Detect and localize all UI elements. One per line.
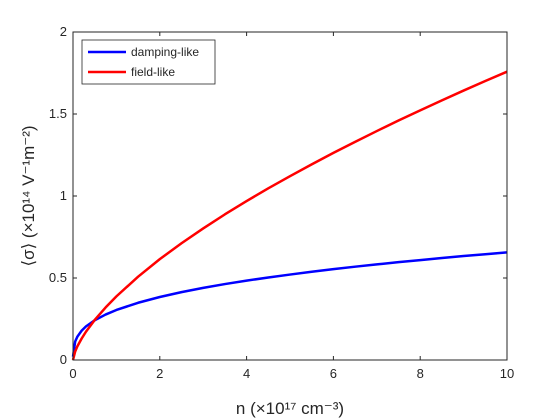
y-tick-label: 0.5 — [49, 270, 67, 285]
y-tick-label: 1 — [60, 188, 67, 203]
y-tick-label: 0 — [60, 352, 67, 367]
plot-area — [73, 32, 507, 360]
series-line-damping-like — [71, 251, 508, 357]
legend-label-field-like: field-like — [131, 65, 175, 79]
x-ticks: 0 2 4 6 8 10 — [69, 32, 514, 381]
y-tick-label: 2 — [60, 24, 67, 39]
series-layer — [71, 70, 508, 361]
y-tick-label: 1.5 — [49, 106, 67, 121]
legend-box — [81, 39, 216, 85]
x-tick-label: 2 — [156, 366, 163, 381]
x-tick-label: 10 — [500, 366, 514, 381]
x-tick-label: 6 — [330, 366, 337, 381]
x-tick-label: 0 — [69, 366, 76, 381]
legend-label-damping-like: damping-like — [131, 45, 199, 59]
x-tick-label: 8 — [417, 366, 424, 381]
x-tick-label: 4 — [243, 366, 250, 381]
x-axis-label: n (×10¹⁷ cm⁻³) — [236, 399, 344, 418]
series-line-field-like — [71, 70, 508, 361]
y-axis-label: ⟨σ⟩ (×10¹⁴ V⁻¹m⁻²) — [19, 125, 38, 266]
y-ticks: 0 0.5 1 1.5 2 — [49, 24, 507, 367]
legend: damping-like field-like — [81, 39, 216, 85]
